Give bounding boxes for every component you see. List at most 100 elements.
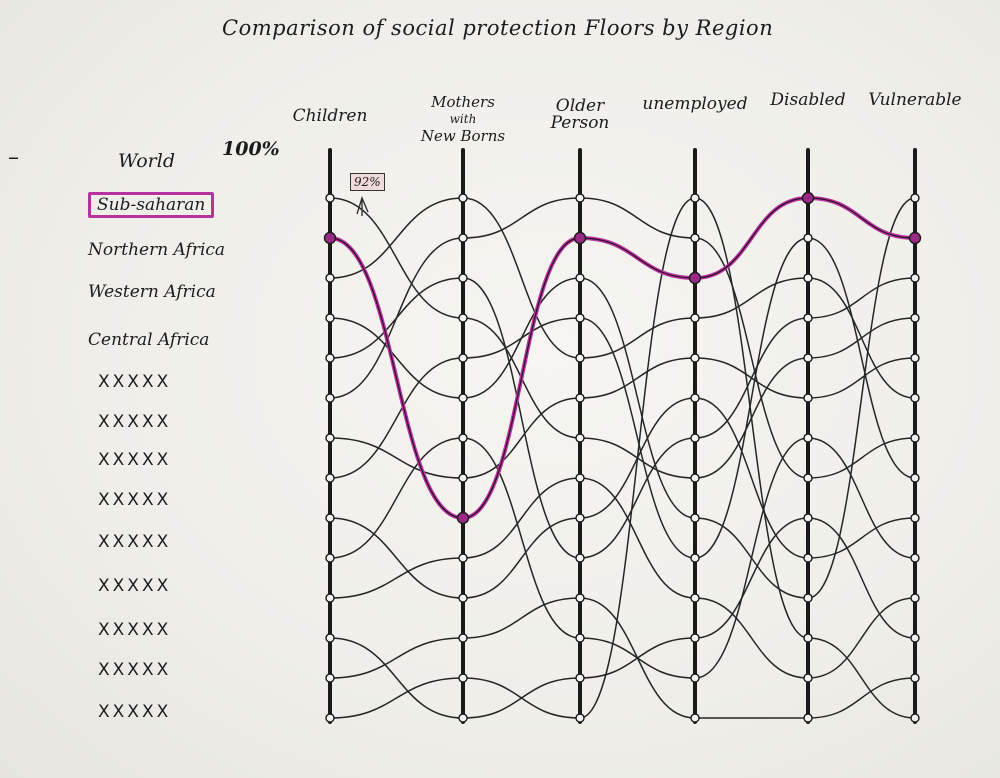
node-marker [325, 553, 335, 563]
node-marker [325, 273, 335, 283]
node-marker [690, 473, 700, 483]
row-label-7: XXXXX [98, 450, 172, 470]
series-line-3 [329, 197, 916, 599]
node-marker [690, 433, 700, 443]
node-marker [458, 553, 468, 563]
row-label-6: XXXXX [98, 412, 172, 432]
node-marker [458, 393, 468, 403]
node-marker [690, 313, 700, 323]
node-marker [325, 593, 335, 603]
row-label-0: World [118, 150, 175, 172]
node-marker [458, 673, 468, 683]
node-marker [690, 513, 700, 523]
node-marker [803, 233, 813, 243]
node-marker [690, 673, 700, 683]
axis-label-3: unemployed [642, 96, 747, 113]
value-annotation: 92% [350, 173, 385, 191]
node-marker [575, 513, 585, 523]
axis-label-4: Disabled [770, 92, 845, 109]
node-marker [910, 313, 920, 323]
row-label-12: XXXXX [98, 660, 172, 680]
node-marker [690, 193, 700, 203]
node-marker [575, 193, 585, 203]
series-line-2 [329, 197, 916, 399]
highlighted-node [456, 511, 470, 525]
node-marker [458, 233, 468, 243]
node-marker [910, 713, 920, 723]
row-label-5: XXXXX [98, 372, 172, 392]
node-marker [458, 353, 468, 363]
series-line-6 [329, 357, 916, 479]
node-marker [325, 673, 335, 683]
node-marker [690, 713, 700, 723]
row-label-13: XXXXX [98, 702, 172, 722]
node-marker [910, 193, 920, 203]
node-marker [458, 633, 468, 643]
series-line-7 [329, 237, 916, 559]
node-marker [910, 673, 920, 683]
node-marker [803, 713, 813, 723]
axis-label-line: Older [555, 96, 605, 116]
axis-label-line: with [449, 112, 477, 126]
node-marker [325, 393, 335, 403]
node-marker [325, 193, 335, 203]
row-label-10: XXXXX [98, 576, 172, 596]
node-marker [575, 633, 585, 643]
node-marker [458, 473, 468, 483]
node-marker [575, 433, 585, 443]
node-marker [458, 273, 468, 283]
node-marker [803, 633, 813, 643]
row-label-4: Central Africa [88, 330, 210, 350]
node-marker [803, 673, 813, 683]
node-marker [575, 593, 585, 603]
node-marker [690, 353, 700, 363]
node-marker [575, 673, 585, 683]
node-marker [458, 593, 468, 603]
node-marker [803, 593, 813, 603]
highlighted-node [688, 271, 702, 285]
axis-label-0: Children [293, 108, 368, 125]
node-marker [910, 433, 920, 443]
node-marker [803, 513, 813, 523]
axis-top-percent-label: 100% [222, 138, 280, 160]
node-marker [690, 553, 700, 563]
row-label-9: XXXXX [98, 532, 172, 552]
series-line-10 [329, 477, 916, 679]
axis-label-line: Person [550, 113, 610, 133]
series-line-12 [329, 597, 916, 719]
node-marker [690, 233, 700, 243]
axis-label-line: New Borns [420, 127, 506, 145]
node-marker [575, 553, 585, 563]
node-marker [575, 713, 585, 723]
node-marker [803, 433, 813, 443]
chart-title: Comparison of social protection Floors b… [222, 16, 774, 40]
node-marker [803, 473, 813, 483]
node-marker [575, 353, 585, 363]
node-marker [803, 313, 813, 323]
annotation-pointer-icon [356, 195, 369, 216]
axis-label-line: Mothers [431, 93, 495, 111]
node-marker [325, 633, 335, 643]
axis-label-line: Children [292, 106, 368, 126]
node-marker [803, 353, 813, 363]
node-marker [575, 313, 585, 323]
node-marker [910, 273, 920, 283]
axis-label-line: Disabled [770, 90, 846, 110]
node-marker [575, 393, 585, 403]
row-label-1: Sub-saharan [88, 192, 215, 218]
node-marker [458, 433, 468, 443]
series-line-4 [329, 277, 916, 559]
node-marker [458, 713, 468, 723]
node-marker [458, 193, 468, 203]
node-marker [910, 393, 920, 403]
node-marker [325, 713, 335, 723]
node-marker [690, 633, 700, 643]
series-line-8 [329, 397, 916, 599]
node-marker [803, 393, 813, 403]
node-marker [575, 273, 585, 283]
axis-label-2: Older Person [551, 98, 610, 132]
row-label-8: XXXXX [98, 490, 172, 510]
node-marker [690, 593, 700, 603]
axis-label-line: unemployed [642, 94, 748, 114]
axis-label-5: Vulnerable [868, 92, 961, 109]
